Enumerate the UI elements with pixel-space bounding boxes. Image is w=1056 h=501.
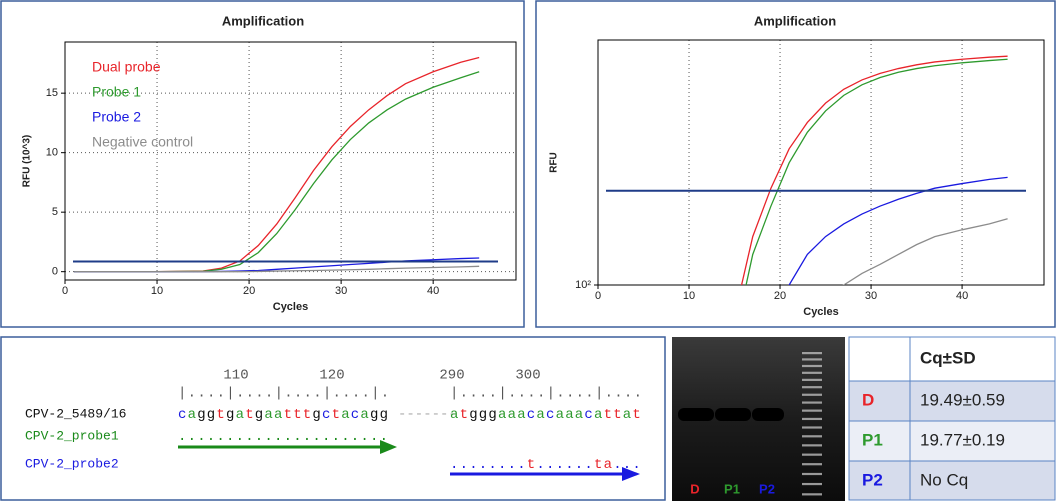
x-tick-label: 30 — [335, 285, 347, 297]
ladder-band — [802, 435, 822, 437]
ladder-band — [802, 372, 822, 374]
y-tick-label: 5 — [52, 206, 58, 218]
cell: 19.49±0.59 — [920, 390, 1005, 409]
legend-entry: Negative control — [92, 134, 193, 150]
x-axis-label: Cycles — [803, 306, 838, 318]
y-tick-label: 0 — [52, 266, 58, 278]
sequence-name: CPV-2_probe1 — [25, 428, 119, 443]
x-tick-label: 10 — [151, 285, 163, 297]
x-tick-label: 30 — [865, 290, 877, 302]
gap: ------- — [398, 407, 457, 423]
x-tick-label: 10 — [683, 290, 695, 302]
sequence-name: CPV-2_5489/16 — [25, 406, 126, 421]
ladder-band — [802, 358, 822, 360]
figure: D P1 P2 Cq±SD D 19.49±0.59 P1 19.77±0.19… — [0, 0, 1056, 501]
legend-entry: Dual probe — [92, 59, 161, 75]
ladder-band — [802, 401, 822, 403]
ladder-band — [802, 379, 822, 381]
panel — [1, 1, 524, 327]
ruler: |....|....|....|....|. — [178, 386, 389, 402]
band — [678, 408, 714, 421]
lane-label: P1 — [724, 481, 740, 496]
sequence: caggtgatgaatttgctacagg — [178, 407, 388, 423]
band — [715, 408, 751, 421]
x-tick-label: 0 — [595, 290, 601, 302]
table-header-text: Cq±SD — [920, 348, 976, 367]
lane-label: D — [690, 481, 699, 496]
y-axis-label: RFU — [549, 152, 560, 173]
x-tick-label: 20 — [243, 285, 255, 297]
ladder-band — [802, 426, 822, 428]
ruler-number: 300 — [515, 368, 540, 384]
ladder-band — [802, 410, 822, 412]
chart-title: Amplification — [222, 13, 304, 28]
sequence-name: CPV-2_probe2 — [25, 456, 119, 471]
legend-entry: Probe 1 — [92, 84, 141, 100]
y-tick-label: 15 — [46, 87, 58, 99]
gel-bands — [678, 408, 784, 421]
ladder-band — [802, 365, 822, 367]
ladder-band — [802, 352, 822, 354]
ladder-band — [802, 454, 822, 456]
page: D P1 P2 Cq±SD D 19.49±0.59 P1 19.77±0.19… — [0, 0, 1056, 501]
cell: No Cq — [920, 470, 968, 489]
y-tick-label: 10 — [46, 147, 58, 159]
row-label: P2 — [862, 470, 883, 489]
x-tick-label: 40 — [427, 285, 439, 297]
chart-title: Amplification — [754, 13, 836, 28]
band — [752, 408, 784, 421]
ladder-band — [802, 463, 822, 465]
legend-entry: Probe 2 — [92, 109, 141, 125]
y-axis-label: RFU (10^3) — [22, 135, 33, 188]
ladder-band — [802, 444, 822, 446]
y-tick-label: 10² — [575, 279, 591, 291]
ladder-band — [802, 483, 822, 485]
sequence: ...................... — [178, 429, 388, 445]
ladder-band — [802, 418, 822, 420]
ruler-number: 110 — [223, 368, 248, 384]
ladder-band — [802, 394, 822, 396]
ladder-band — [802, 386, 822, 388]
ruler-number: 290 — [439, 368, 464, 384]
ruler-number: 120 — [319, 368, 344, 384]
x-tick-label: 40 — [956, 290, 968, 302]
panel — [536, 1, 1055, 327]
lane-label: P2 — [759, 481, 775, 496]
cell: 19.77±0.19 — [920, 430, 1005, 449]
x-tick-label: 20 — [774, 290, 786, 302]
row-label: D — [862, 390, 874, 409]
table: Cq±SD D 19.49±0.59 P1 19.77±0.19 P2 No C… — [849, 337, 1055, 500]
x-tick-label: 0 — [62, 285, 68, 297]
x-axis-label: Cycles — [273, 301, 308, 313]
ladder-band — [802, 473, 822, 475]
ladder-band — [802, 493, 822, 495]
row-label: P1 — [862, 430, 883, 449]
